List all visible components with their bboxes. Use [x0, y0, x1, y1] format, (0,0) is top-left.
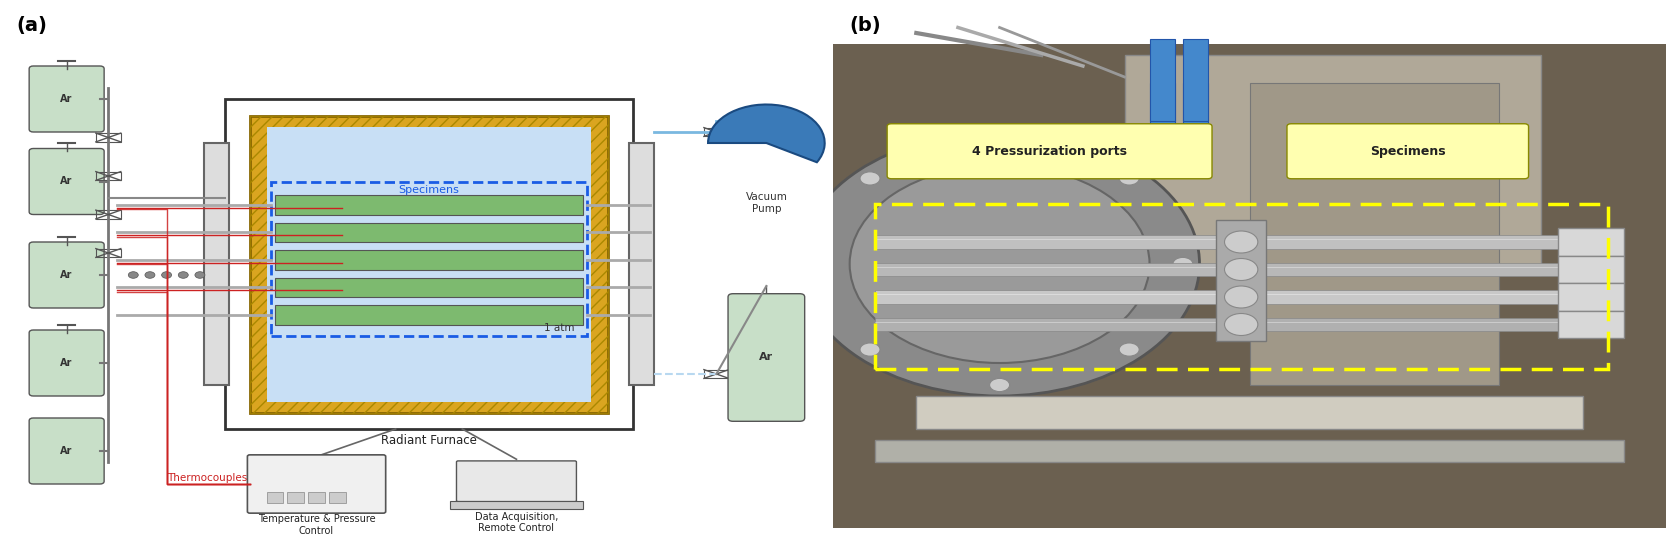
- Circle shape: [860, 343, 880, 356]
- Circle shape: [1120, 343, 1140, 356]
- Circle shape: [162, 272, 172, 278]
- Bar: [95, 249, 120, 257]
- Bar: [450, 500, 583, 509]
- Bar: [875, 318, 1624, 331]
- Bar: [875, 204, 1608, 368]
- Circle shape: [1225, 258, 1258, 280]
- Bar: [270, 182, 588, 336]
- Text: (a): (a): [17, 16, 48, 36]
- Bar: [1558, 228, 1624, 256]
- Circle shape: [990, 378, 1010, 392]
- Circle shape: [806, 257, 826, 271]
- Bar: [833, 44, 1666, 528]
- Bar: [875, 235, 1624, 249]
- Bar: [703, 128, 728, 136]
- Bar: [275, 223, 583, 242]
- FancyBboxPatch shape: [28, 242, 103, 308]
- Bar: [1250, 82, 1499, 385]
- FancyBboxPatch shape: [1288, 124, 1528, 179]
- Text: Ar: Ar: [60, 358, 73, 368]
- Text: Ar: Ar: [60, 446, 73, 456]
- FancyBboxPatch shape: [886, 124, 1211, 179]
- Text: Thermocouples: Thermocouples: [167, 473, 247, 483]
- Bar: [330, 492, 347, 503]
- Circle shape: [800, 132, 1200, 396]
- Bar: [203, 143, 230, 385]
- Circle shape: [1225, 314, 1258, 336]
- Circle shape: [1173, 257, 1193, 271]
- Bar: [703, 370, 728, 378]
- Bar: [1558, 283, 1624, 311]
- FancyBboxPatch shape: [728, 294, 805, 421]
- Text: Specimens: Specimens: [398, 185, 460, 195]
- Bar: [308, 492, 325, 503]
- Bar: [275, 250, 583, 270]
- Text: Ar: Ar: [60, 270, 73, 280]
- FancyBboxPatch shape: [247, 455, 385, 513]
- Text: Ar: Ar: [760, 353, 773, 362]
- Bar: [1150, 39, 1175, 121]
- Bar: [628, 143, 653, 385]
- Bar: [95, 172, 120, 180]
- Text: Ar: Ar: [60, 177, 73, 186]
- Bar: [1125, 55, 1541, 275]
- Bar: [916, 396, 1583, 429]
- Circle shape: [178, 272, 188, 278]
- Text: 1 atm: 1 atm: [545, 323, 575, 333]
- Bar: [95, 133, 120, 142]
- Bar: [875, 263, 1624, 276]
- Wedge shape: [708, 104, 825, 162]
- Circle shape: [128, 272, 138, 278]
- Bar: [875, 440, 1624, 462]
- Text: Specimens: Specimens: [1369, 145, 1446, 158]
- Bar: [1150, 82, 1175, 165]
- Bar: [1558, 256, 1624, 283]
- Circle shape: [1225, 286, 1258, 308]
- Bar: [275, 278, 583, 297]
- Bar: [95, 210, 120, 219]
- FancyBboxPatch shape: [28, 66, 103, 132]
- Bar: [1183, 39, 1208, 121]
- Circle shape: [1120, 172, 1140, 185]
- Bar: [1558, 311, 1624, 338]
- Bar: [250, 116, 608, 412]
- Bar: [267, 492, 283, 503]
- Bar: [1216, 220, 1266, 341]
- Text: Data Acquisition,
Remote Control: Data Acquisition, Remote Control: [475, 512, 558, 533]
- Text: Vacuum
Pump: Vacuum Pump: [745, 192, 788, 214]
- Bar: [225, 99, 633, 429]
- Circle shape: [1225, 231, 1258, 253]
- Text: Radiant Furnace: Radiant Furnace: [382, 434, 476, 448]
- Circle shape: [195, 272, 205, 278]
- Bar: [287, 492, 303, 503]
- Circle shape: [850, 165, 1150, 363]
- Text: (b): (b): [850, 16, 881, 36]
- FancyBboxPatch shape: [28, 148, 103, 214]
- Bar: [875, 290, 1624, 304]
- FancyBboxPatch shape: [28, 418, 103, 484]
- Text: Temperature & Pressure
Control: Temperature & Pressure Control: [258, 514, 375, 536]
- Circle shape: [145, 272, 155, 278]
- Bar: [250, 116, 608, 412]
- Circle shape: [990, 136, 1010, 150]
- Bar: [275, 195, 583, 215]
- Bar: [267, 126, 591, 402]
- Bar: [1183, 82, 1208, 165]
- Text: 4 Pressurization ports: 4 Pressurization ports: [971, 145, 1128, 158]
- Circle shape: [860, 172, 880, 185]
- Bar: [275, 305, 583, 324]
- FancyBboxPatch shape: [456, 461, 576, 502]
- Text: Ar: Ar: [60, 94, 73, 104]
- FancyBboxPatch shape: [28, 330, 103, 396]
